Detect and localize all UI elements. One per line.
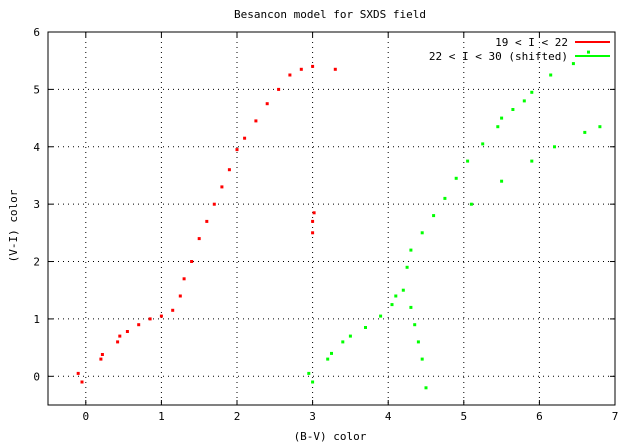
data-point-series-1: [243, 136, 247, 140]
plot-frame: [47, 31, 616, 406]
x-tick-label: 4: [385, 410, 392, 423]
data-point-series-2: [522, 99, 526, 103]
data-point-series-2: [390, 303, 394, 307]
x-tick-label: 0: [82, 410, 89, 423]
data-point-series-2: [583, 130, 587, 134]
grid-lines: [48, 32, 615, 405]
data-point-series-1: [137, 323, 141, 327]
data-point-series-1: [118, 334, 122, 338]
data-point-series-1: [159, 314, 163, 318]
data-point-series-2: [466, 159, 470, 163]
data-point-series-2: [598, 125, 602, 129]
data-point-series-2: [511, 108, 515, 111]
data-point-series-1: [178, 294, 182, 298]
data-point-series-1: [205, 219, 209, 223]
data-point-series-1: [116, 340, 120, 344]
data-point-series-1: [311, 219, 315, 223]
data-point-series-1: [171, 308, 175, 312]
data-point-series-2: [420, 357, 424, 361]
data-point-series-1: [299, 67, 303, 71]
data-point-series-2: [401, 288, 405, 292]
data-point-series-1: [311, 231, 315, 235]
data-point-series-2: [405, 265, 409, 269]
data-point-series-1: [125, 330, 129, 333]
data-point-series-1: [190, 260, 194, 263]
y-tick-label: 0: [33, 370, 40, 383]
data-point-series-1: [76, 371, 80, 375]
data-point-series-2: [530, 159, 534, 163]
data-point-series-2: [496, 125, 500, 129]
x-axis-label: (B-V) color: [294, 430, 367, 443]
data-point-series-2: [364, 326, 367, 329]
axis-ticks: 0 1 2 3 4 5 6 7 0 1 2 3 4 5 6: [33, 26, 618, 423]
data-point-series-2: [341, 340, 345, 344]
data-point-series-2: [571, 62, 575, 66]
data-point-series-2: [500, 116, 504, 120]
data-point-series-2: [500, 179, 504, 183]
data-point-series-2: [409, 305, 413, 309]
data-point-series-1: [80, 380, 84, 384]
y-tick-label: 5: [33, 83, 40, 96]
data-point-series-2: [379, 314, 383, 318]
x-tick-label: 1: [158, 410, 165, 423]
data-point-series-1: [288, 73, 292, 77]
data-point-series-2: [443, 196, 447, 200]
y-tick-label: 4: [33, 141, 40, 154]
y-axis-label: (V-I) color: [7, 189, 20, 262]
data-point-series-2: [311, 380, 315, 384]
data-point-series-1: [220, 185, 224, 189]
data-point-series-1: [277, 87, 281, 91]
y-tick-label: 3: [33, 198, 40, 211]
data-point-series-1: [227, 168, 231, 172]
data-point-series-2: [553, 145, 556, 149]
data-point-series-2: [330, 351, 333, 355]
data-point-series-1: [212, 202, 216, 206]
data-point-series-2: [432, 214, 436, 218]
x-tick-label: 6: [536, 410, 543, 423]
y-tick-label: 2: [33, 256, 40, 269]
x-tick-label: 3: [309, 410, 316, 423]
data-point-series-1: [235, 148, 239, 152]
data-point-series-1: [312, 211, 316, 215]
data-points: [76, 50, 602, 390]
data-point-series-1: [182, 277, 186, 281]
chart-title: Besancon model for SXDS field: [234, 8, 426, 21]
data-point-series-1: [100, 353, 104, 356]
data-point-series-2: [409, 248, 413, 252]
data-point-series-1: [333, 67, 337, 71]
data-point-series-2: [326, 357, 330, 361]
data-point-series-2: [416, 340, 420, 344]
data-point-series-2: [530, 90, 534, 94]
data-point-series-2: [413, 323, 417, 327]
data-point-series-2: [481, 142, 485, 146]
legend-entry-1: 19 < I < 22: [495, 36, 568, 49]
data-point-series-1: [148, 317, 152, 321]
x-tick-label: 2: [234, 410, 241, 423]
y-tick-label: 1: [33, 313, 40, 326]
data-point-series-1: [197, 237, 201, 241]
data-point-series-2: [454, 176, 458, 180]
data-point-series-2: [424, 386, 428, 390]
data-point-series-2: [394, 294, 398, 298]
data-point-series-2: [469, 202, 473, 206]
data-point-series-2: [348, 334, 352, 338]
x-tick-label: 7: [612, 410, 619, 423]
data-point-series-2: [307, 371, 311, 375]
data-point-series-1: [311, 64, 315, 68]
x-tick-label: 5: [460, 410, 467, 423]
data-point-series-1: [265, 102, 269, 106]
data-point-series-1: [254, 119, 258, 123]
data-point-series-1: [99, 357, 103, 361]
legend-entry-2: 22 < I < 30 (shifted): [429, 50, 568, 63]
data-point-series-2: [587, 50, 590, 54]
data-point-series-2: [549, 73, 553, 77]
y-tick-label: 6: [33, 26, 40, 39]
data-point-series-2: [420, 231, 424, 235]
